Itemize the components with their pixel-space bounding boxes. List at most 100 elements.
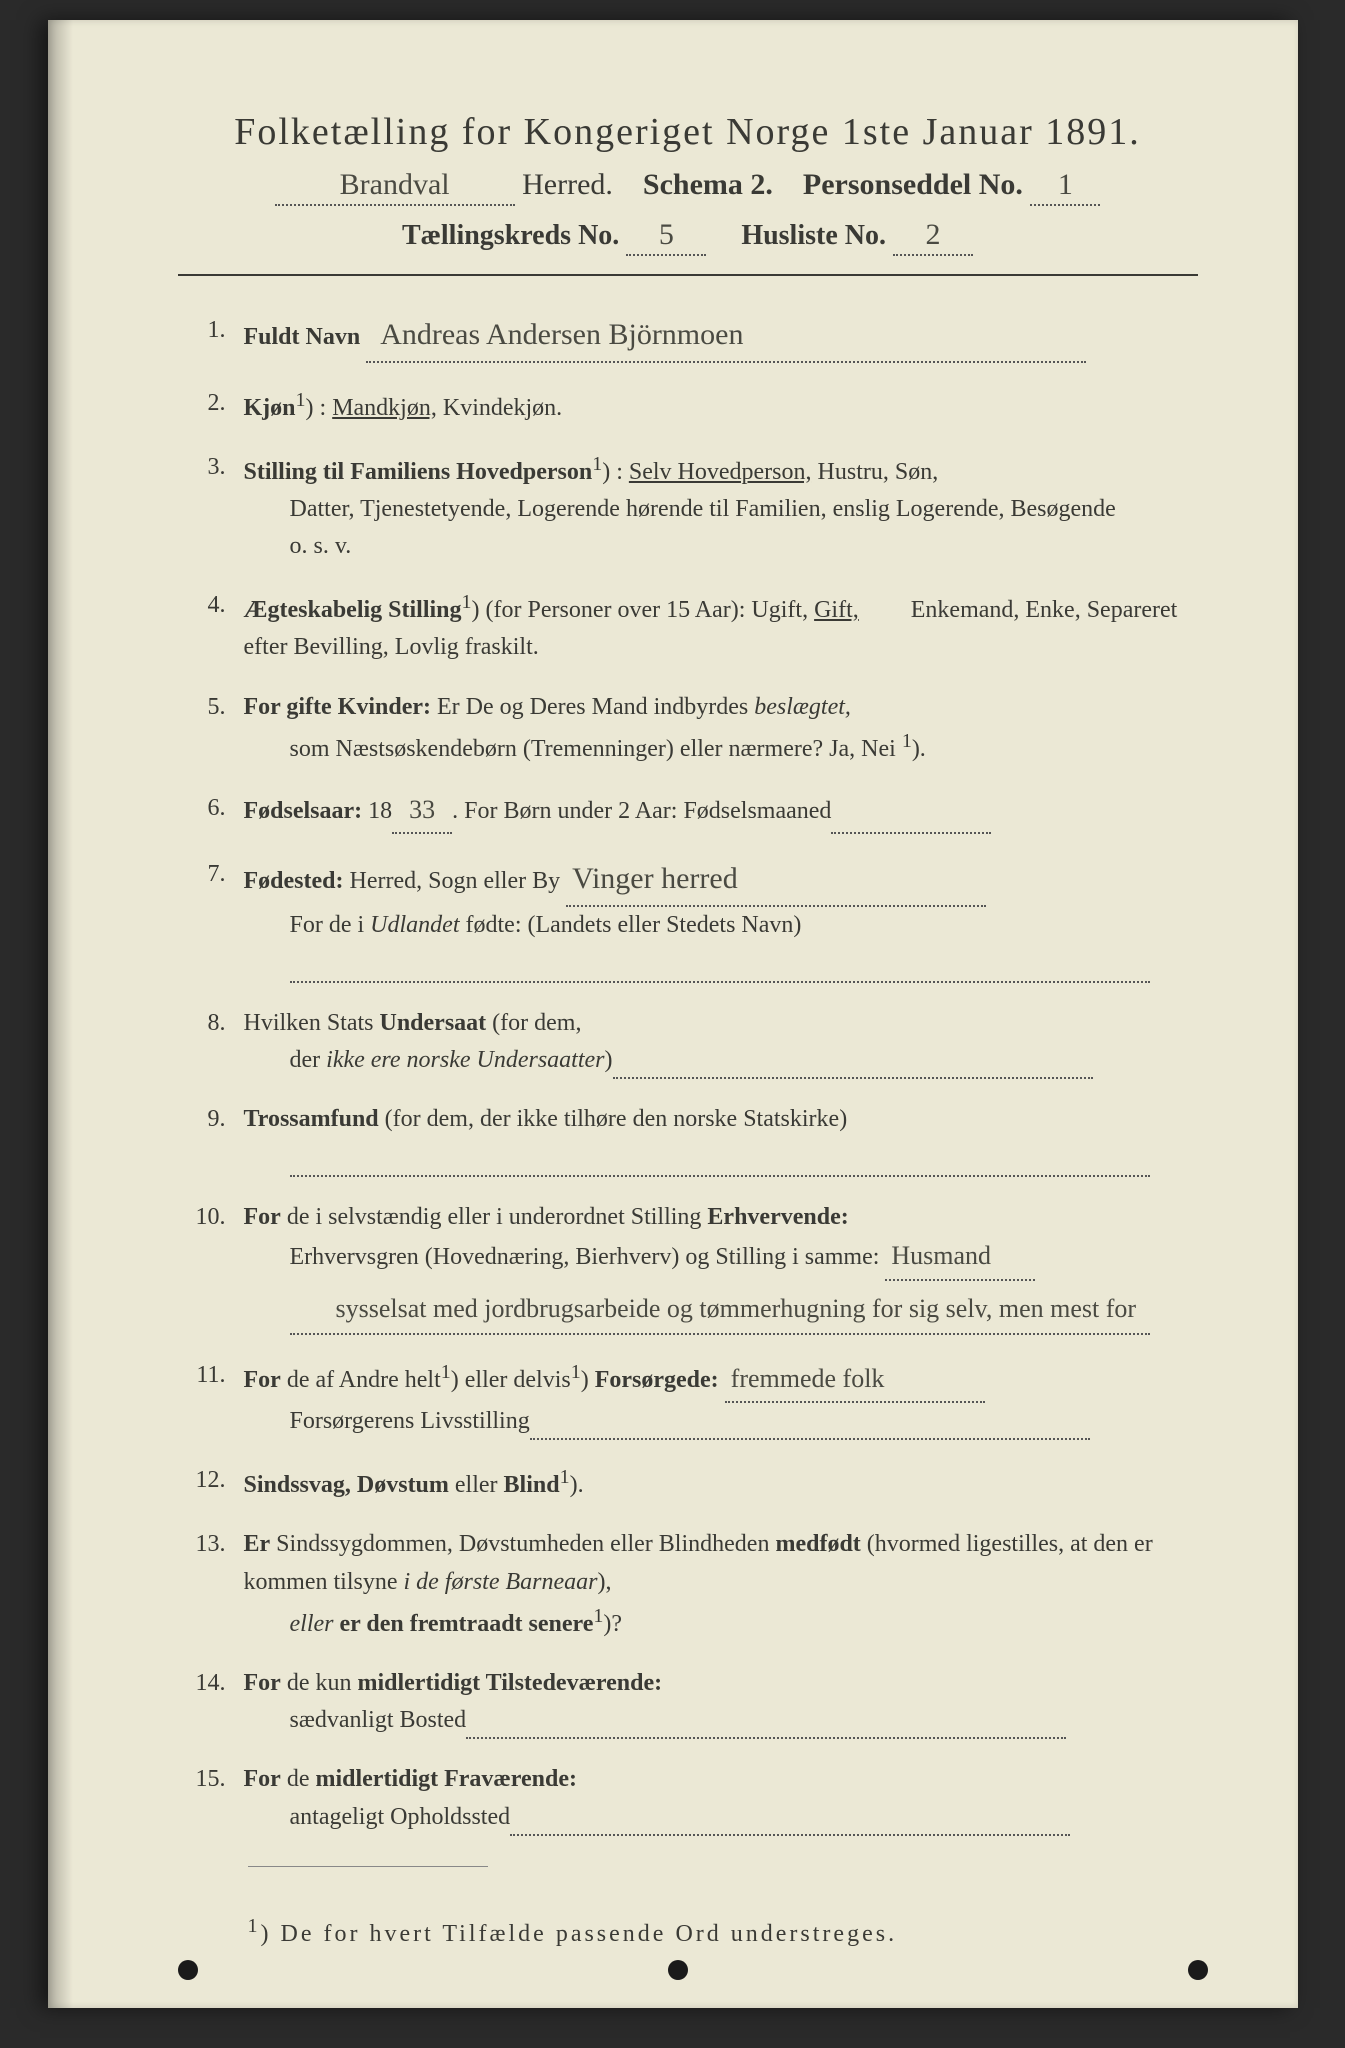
text: Kvindekjøn.: [437, 395, 562, 421]
value-erhverv-a: Husmand: [885, 1236, 1035, 1280]
item-num: 8.: [188, 1005, 244, 1042]
text: ).: [912, 736, 926, 762]
text: Hvilken Stats: [244, 1010, 380, 1036]
value-fodested: Vinger herred: [566, 856, 986, 907]
text: de: [281, 1766, 316, 1792]
item-12: 12. Sindssvag, Døvstum eller Blind1).: [188, 1462, 1198, 1504]
text: Sindssygdommen, Døvstumheden eller Blind…: [270, 1531, 775, 1557]
text: antageligt Opholdssted: [290, 1804, 511, 1830]
text: ): [605, 1047, 613, 1073]
husliste-no: 2: [893, 218, 973, 256]
label: Blind: [504, 1472, 560, 1498]
text: Hustru, Søn,: [812, 459, 939, 485]
text: . For Børn under 2 Aar: Fødselsmaaned: [452, 798, 831, 824]
separator-rule: [178, 274, 1198, 276]
label: Fødested:: [244, 868, 344, 894]
text: ) :: [306, 395, 327, 421]
item-body: For de af Andre helt1) eller delvis1) Fo…: [244, 1357, 1198, 1440]
person-no: 1: [1030, 168, 1100, 206]
punch-hole-icon: [1188, 1960, 1208, 1980]
text: ) (for Personer over 15 Aar): Ugift,: [472, 597, 815, 623]
label-fuldt-navn: Fuldt Navn: [244, 324, 361, 350]
blank: [290, 1148, 1150, 1177]
text: som Næstsøskendebørn (Tremenninger) elle…: [290, 736, 902, 762]
item-body: Sindssvag, Døvstum eller Blind1).: [244, 1462, 1198, 1504]
label: Erhvervende:: [707, 1204, 848, 1230]
label: For: [244, 1367, 281, 1393]
punch-hole-icon: [178, 1960, 198, 1980]
item-num: 14.: [188, 1665, 244, 1702]
label: For gifte Kvinder:: [244, 694, 432, 720]
blank: [613, 1050, 1093, 1079]
item-14: 14. For de kun midlertidigt Tilstedevære…: [188, 1665, 1198, 1739]
item-15: 15. For de midlertidigt Fraværende: anta…: [188, 1761, 1198, 1835]
main-title: Folketælling for Kongeriget Norge 1ste J…: [178, 110, 1198, 154]
item-body: For gifte Kvinder: Er De og Deres Mand i…: [244, 689, 1198, 768]
cont: sædvanligt Bosted: [244, 1702, 1198, 1739]
label: Forsørgede:: [595, 1367, 719, 1393]
text: ) eller delvis: [451, 1367, 571, 1393]
footnote-text: ) De for hvert Tilfælde passende Ord und…: [261, 1921, 898, 1947]
cont: o. s. v.: [244, 528, 1198, 565]
kreds-no: 5: [626, 218, 706, 256]
cont: Datter, Tjenestetyende, Logerende hørend…: [244, 491, 1198, 528]
cont: der ikke ere norske Undersaatter): [244, 1042, 1198, 1079]
husliste-label: Husliste No.: [741, 220, 886, 251]
selected-hovedperson: Selv Hovedperson,: [629, 459, 812, 485]
label: Undersaat: [380, 1010, 487, 1036]
census-form-page: Folketælling for Kongeriget Norge 1ste J…: [48, 20, 1298, 2008]
label: Trossamfund: [244, 1106, 379, 1132]
selected-mandkjon: Mandkjøn,: [332, 395, 437, 421]
label: Fødselsaar:: [244, 798, 363, 824]
item-num: 9.: [188, 1101, 244, 1138]
kreds-line: Tællingskreds No. 5 Husliste No. 2: [178, 218, 1198, 256]
item-body: Kjøn1) : Mandkjøn, Kvindekjøn.: [244, 385, 1198, 427]
text: de i selvstændig eller i underordnet Sti…: [281, 1204, 708, 1230]
text: de af Andre helt: [281, 1367, 441, 1393]
form-items: 1. Fuldt Navn Andreas Andersen Björnmoen…: [178, 312, 1198, 1836]
text: eller: [290, 1611, 334, 1637]
item-13: 13. Er Sindssygdommen, Døvstumheden elle…: [188, 1526, 1198, 1643]
item-7: 7. Fødested: Herred, Sogn eller By Vinge…: [188, 856, 1198, 982]
item-5: 5. For gifte Kvinder: Er De og Deres Man…: [188, 689, 1198, 768]
text: fødte: (Landets eller Stedets Navn): [460, 912, 802, 938]
item-body: For de midlertidigt Fraværende: antageli…: [244, 1761, 1198, 1835]
cont: antageligt Opholdssted: [244, 1799, 1198, 1836]
item-num: 15.: [188, 1761, 244, 1798]
footnote: 1) De for hvert Tilfælde passende Ord un…: [178, 1915, 1198, 1948]
item-num: 3.: [188, 449, 244, 486]
sup: 1: [592, 453, 602, 475]
item-8: 8. Hvilken Stats Undersaat (for dem, der…: [188, 1005, 1198, 1079]
blank: [510, 1807, 1070, 1836]
value-erhverv-b: sysselsat med jordbrugsarbeide og tømmer…: [290, 1287, 1150, 1335]
label: Sindssvag, Døvstum: [244, 1472, 449, 1498]
item-body: Fødested: Herred, Sogn eller By Vinger h…: [244, 856, 1198, 982]
label: er den fremtraadt senere: [333, 1611, 593, 1637]
item-body: Trossamfund (for dem, der ikke tilhøre d…: [244, 1101, 1198, 1177]
item-body: Ægteskabelig Stilling1) (for Personer ov…: [244, 587, 1198, 666]
cont: For de i Udlandet fødte: (Landets eller …: [244, 907, 1198, 944]
item-num: 12.: [188, 1462, 244, 1499]
text: (for dem, der ikke tilhøre den norske St…: [379, 1106, 848, 1132]
item-body: Fuldt Navn Andreas Andersen Björnmoen: [244, 312, 1198, 363]
item-body: Er Sindssygdommen, Døvstumheden eller Bl…: [244, 1526, 1198, 1643]
blank: [530, 1412, 1090, 1441]
text: beslægtet,: [754, 694, 851, 720]
item-4: 4. Ægteskabelig Stilling1) (for Personer…: [188, 587, 1198, 666]
text: Herred, Sogn eller By: [343, 868, 560, 894]
label: Er: [244, 1531, 271, 1557]
cont: Erhvervsgren (Hovednæring, Bierhverv) og…: [244, 1236, 1198, 1280]
sup: 1: [296, 389, 306, 411]
footnote-rule: [248, 1866, 488, 1867]
sup: 1: [902, 730, 912, 752]
item-num: 1.: [188, 312, 244, 349]
cont: Forsørgerens Livsstilling: [244, 1403, 1198, 1440]
item-body: Stilling til Familiens Hovedperson1) : S…: [244, 449, 1198, 566]
item-num: 5.: [188, 689, 244, 726]
item-1: 1. Fuldt Navn Andreas Andersen Björnmoen: [188, 312, 1198, 363]
kreds-label: Tællingskreds No.: [402, 220, 619, 251]
item-num: 7.: [188, 856, 244, 893]
herred-label: Herred.: [522, 168, 613, 201]
person-label: Personseddel No.: [803, 168, 1023, 201]
text: 18: [362, 798, 392, 824]
